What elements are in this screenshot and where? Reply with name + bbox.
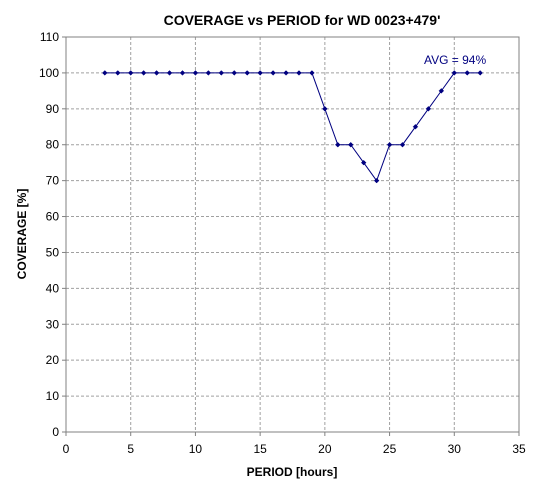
y-tick-label: 10: [46, 389, 60, 403]
x-tick-label: 35: [512, 442, 526, 456]
data-point: [179, 70, 186, 76]
x-tick-label: 15: [253, 442, 267, 456]
axis-ticks: 0 10 20 30 40 50 60 70 80 90 100 110 0 5 10 15 20 25 30 35: [39, 30, 526, 456]
data-point: [257, 70, 263, 76]
data-point: [218, 70, 225, 76]
data-point: [244, 70, 250, 76]
data-point: [373, 177, 380, 184]
data-point: [438, 88, 445, 94]
grid: [66, 37, 519, 432]
y-tick-label: 60: [46, 210, 60, 224]
data-point: [386, 141, 393, 148]
data-point: [115, 70, 121, 76]
data-point: [412, 124, 419, 130]
x-tick-label: 5: [127, 442, 134, 456]
data-point: [347, 141, 354, 148]
y-tick-label: 20: [46, 353, 60, 367]
x-tick-label: 20: [318, 442, 332, 456]
data-point: [399, 141, 406, 148]
y-tick-label: 70: [46, 174, 60, 188]
x-tick-label: 10: [189, 442, 203, 456]
x-tick-label: 0: [63, 442, 70, 456]
data-point: [270, 70, 276, 76]
x-tick-label: 30: [448, 442, 462, 456]
x-tick-label: 25: [383, 442, 397, 456]
data-point: [127, 70, 134, 76]
data-point: [283, 70, 289, 76]
series-line: [104, 72, 481, 182]
chart-title: COVERAGE vs PERIOD for WD 0023+479': [164, 12, 441, 28]
data-point: [205, 70, 212, 76]
data-point: [464, 70, 470, 76]
data-point: [477, 70, 483, 76]
y-tick-label: 80: [46, 138, 60, 152]
data-point: [335, 141, 341, 148]
data-point: [102, 70, 108, 76]
y-tick-label: 90: [46, 102, 60, 116]
y-tick-label: 30: [46, 317, 60, 331]
y-tick-label: 0: [52, 425, 59, 439]
plot-area: [65, 36, 520, 433]
data-point: [322, 106, 328, 112]
data-point: [296, 70, 302, 76]
y-tick-label: 100: [39, 66, 59, 80]
data-point: [451, 70, 458, 76]
data-point: [140, 70, 147, 76]
data-point: [153, 70, 160, 76]
x-axis-title: PERIOD [hours]: [247, 465, 338, 479]
series-layer: [102, 70, 483, 184]
y-tick-label: 110: [40, 30, 59, 44]
avg-annotation: AVG = 94%: [424, 53, 486, 67]
y-axis-title: COVERAGE [%]: [15, 189, 29, 280]
data-point: [360, 159, 367, 166]
y-tick-label: 50: [46, 245, 60, 259]
data-point: [309, 70, 315, 76]
data-point: [425, 106, 432, 112]
y-tick-label: 40: [46, 281, 60, 295]
data-point: [231, 70, 238, 76]
data-point: [192, 70, 199, 76]
data-point: [166, 70, 173, 76]
